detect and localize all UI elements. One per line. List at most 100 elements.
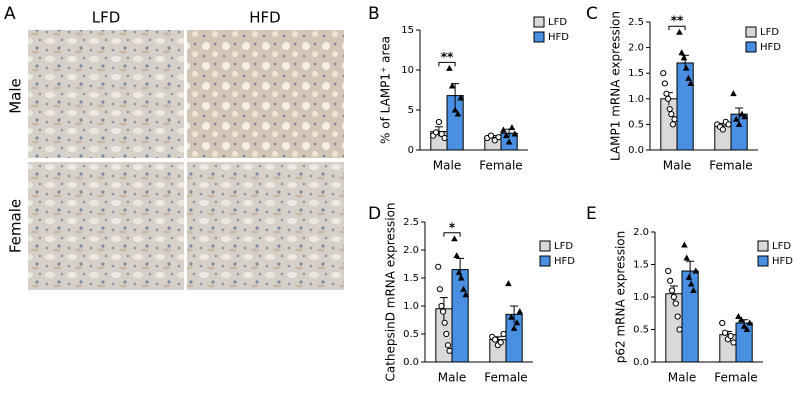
data-point — [507, 313, 515, 320]
y-tick-label: 2.0 — [628, 43, 644, 54]
micrograph — [28, 30, 184, 158]
y-axis-label: CathepsinD mRNA expression — [384, 202, 398, 381]
data-point — [678, 49, 685, 56]
data-point — [721, 329, 729, 336]
data-point — [719, 319, 726, 327]
legend-swatch — [533, 31, 545, 43]
y-tick-label: 0.5 — [633, 325, 649, 336]
y-tick-label: 0.0 — [628, 145, 644, 156]
bar — [676, 62, 694, 151]
legend-label: LFD — [760, 27, 779, 38]
y-axis-label: LAMP1 mRNA expression — [609, 11, 623, 161]
data-point — [730, 90, 737, 97]
data-point — [682, 64, 690, 71]
panel-letter: B — [368, 4, 380, 24]
legend-swatch — [533, 16, 545, 28]
column-label: LFD — [92, 9, 121, 27]
data-point — [510, 324, 518, 331]
data-point — [668, 111, 675, 118]
data-point — [438, 302, 445, 310]
y-tick-label: 1.0 — [633, 292, 649, 303]
legend-swatch — [539, 255, 551, 267]
x-tick-label: Male — [438, 371, 466, 385]
significance-bracket — [443, 232, 461, 237]
x-tick-label: Female — [484, 371, 527, 385]
data-point — [740, 322, 748, 329]
row-label: Male — [7, 78, 25, 114]
legend-label: HFD — [772, 256, 793, 267]
micrograph — [28, 162, 184, 290]
data-point — [455, 268, 463, 275]
legend-label: HFD — [554, 256, 575, 267]
x-tick-label: Male — [663, 159, 691, 173]
data-point — [491, 137, 498, 144]
x-tick-label: Female — [714, 371, 757, 385]
y-tick-label: 2.0 — [403, 245, 419, 256]
data-point — [448, 82, 456, 89]
data-point — [446, 347, 453, 354]
data-point — [664, 95, 672, 102]
data-point — [453, 252, 460, 259]
column-label: HFD — [249, 9, 280, 27]
data-point — [443, 330, 450, 338]
data-point — [505, 280, 512, 287]
data-point — [730, 339, 737, 346]
data-point — [668, 287, 676, 294]
y-tick-label: 1.5 — [633, 260, 649, 271]
y-axis-label: % of LAMP1⁺ area — [379, 36, 393, 144]
y-axis-label: p62 mRNA expression — [614, 231, 628, 363]
legend-swatch — [745, 41, 757, 53]
data-point — [676, 28, 683, 35]
data-point — [487, 132, 495, 139]
data-point — [667, 277, 674, 284]
bar — [451, 269, 469, 363]
y-tick-label: 1.0 — [403, 301, 419, 312]
y-tick-label: 1.0 — [628, 94, 644, 105]
data-point — [687, 280, 695, 287]
data-point — [735, 120, 743, 127]
data-point — [511, 130, 519, 137]
data-point — [451, 106, 459, 113]
data-point — [690, 287, 697, 293]
data-point — [457, 274, 465, 281]
data-point — [435, 118, 442, 126]
data-point — [661, 80, 668, 87]
data-point — [441, 134, 448, 142]
x-tick-label: Male — [668, 371, 696, 385]
data-point — [746, 319, 754, 326]
row-label: Female — [7, 199, 25, 253]
data-point — [738, 110, 746, 117]
data-point — [432, 129, 440, 136]
data-point — [692, 267, 700, 274]
micrograph — [187, 30, 344, 158]
y-tick-label: 0.0 — [403, 357, 419, 368]
data-point — [446, 64, 453, 71]
data-point — [505, 138, 513, 145]
data-point — [725, 121, 732, 128]
data-point — [681, 241, 688, 248]
data-point — [687, 79, 695, 86]
y-tick-label: 0.5 — [403, 329, 419, 340]
data-point — [500, 330, 507, 338]
data-point — [666, 105, 673, 113]
data-point — [435, 263, 442, 270]
bar — [735, 322, 753, 363]
data-point — [670, 293, 678, 301]
legend-label: LFD — [548, 17, 567, 28]
legend-swatch — [757, 240, 769, 252]
data-point — [732, 115, 740, 122]
significance-label: ** — [441, 50, 454, 64]
significance-bracket — [438, 61, 456, 67]
data-point — [454, 110, 462, 117]
data-point — [672, 300, 679, 307]
micrograph — [187, 162, 344, 290]
data-point — [683, 254, 690, 261]
data-point — [671, 116, 678, 123]
x-tick-label: Female — [709, 159, 752, 173]
data-point — [508, 124, 516, 131]
data-point — [439, 308, 447, 315]
y-tick-label: 0.5 — [628, 119, 644, 130]
data-point — [500, 126, 507, 133]
data-point — [441, 319, 448, 326]
